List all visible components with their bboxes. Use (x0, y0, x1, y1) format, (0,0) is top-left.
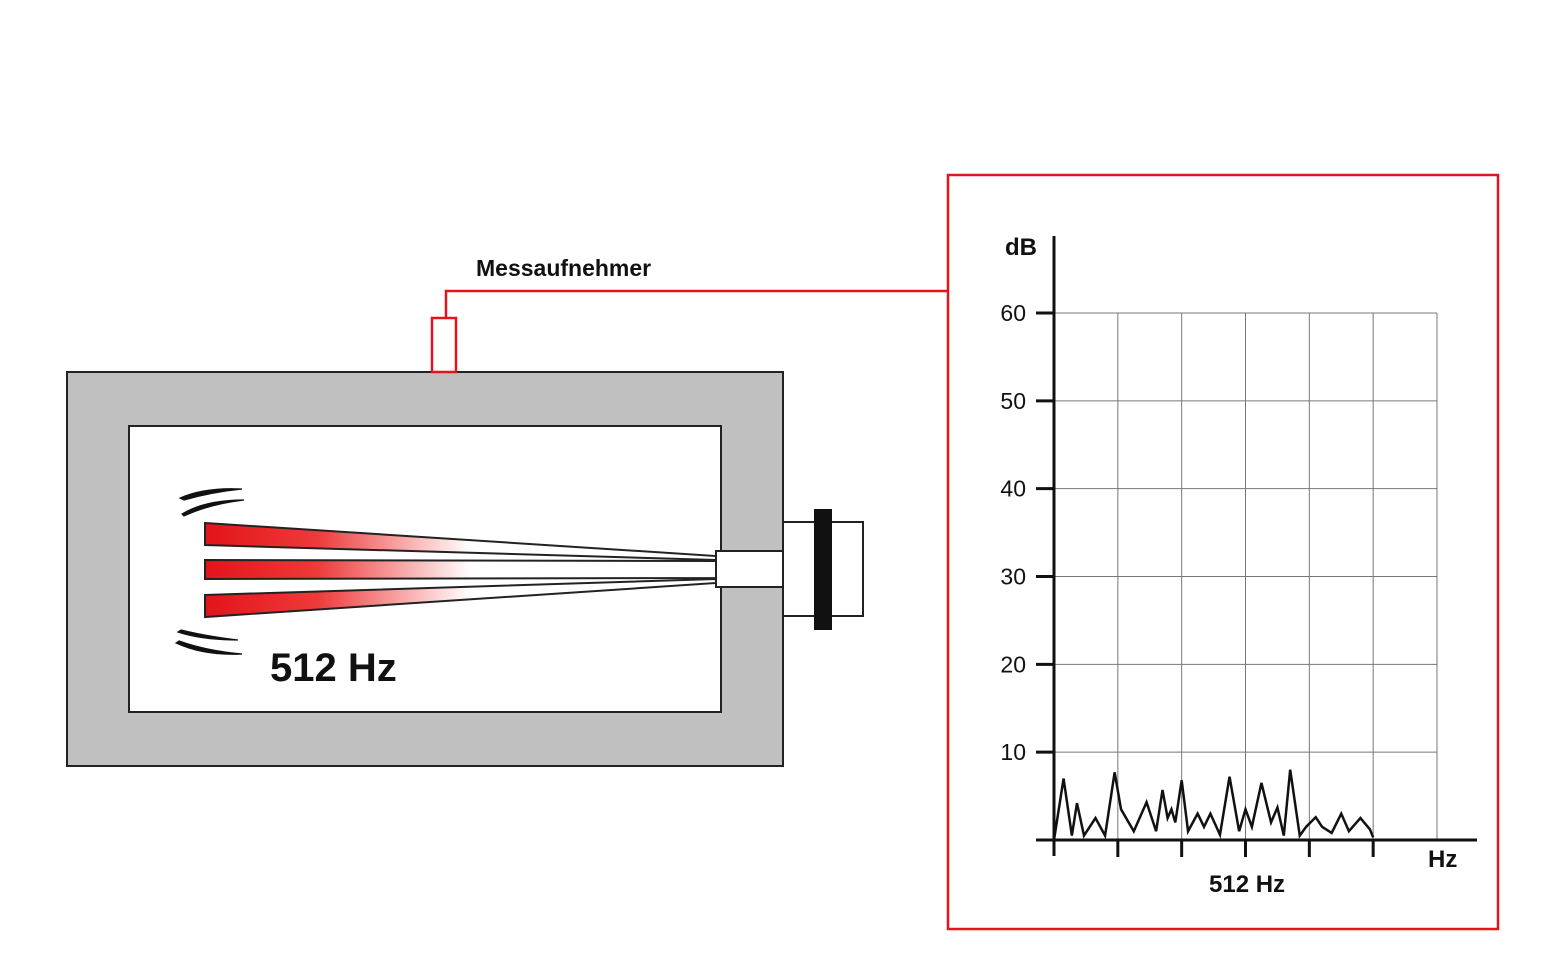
vibration-mark-bottom (174, 629, 243, 655)
x-axis-label: Hz (1428, 846, 1457, 873)
y-tick-label: 20 (1000, 651, 1026, 677)
sensor-label: Messaufnehmer (476, 255, 651, 281)
y-tick-label: 40 (1000, 476, 1026, 502)
chart-ticks (1036, 311, 1375, 857)
y-tick-label: 10 (1000, 739, 1026, 765)
vibration-mark-top (178, 488, 245, 517)
fork-prong-middle (204, 558, 717, 581)
y-tick-label: 60 (1000, 300, 1026, 326)
x-marker-label: 512 Hz (1209, 871, 1285, 898)
box-frequency-label: 512 Hz (270, 646, 397, 690)
chart-panel (946, 173, 1500, 931)
y-tick-label: 50 (1000, 388, 1026, 414)
fork-stem (715, 550, 784, 588)
sensor-cable (444, 289, 948, 318)
y-tick-label: 30 (1000, 564, 1026, 590)
chart-grid (1054, 312, 1438, 840)
spectrum-chart: dB Hz 512 Hz 10 20 30 40 50 60 (1000, 234, 1477, 898)
y-tick-labels: 10 20 30 40 50 60 (1000, 300, 1026, 765)
sensor (430, 316, 458, 374)
spectrum-series-line (1052, 769, 1375, 841)
y-axis-label: dB (1005, 234, 1037, 261)
fork-mount-plate (814, 509, 832, 630)
